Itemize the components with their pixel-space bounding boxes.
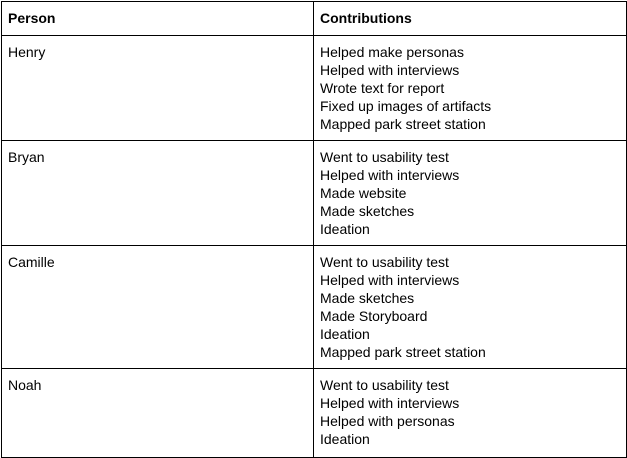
table-row: Henry Helped make personas Helped with i… — [1, 35, 627, 141]
contributions-cell: Went to usability test Helped with inter… — [313, 140, 627, 246]
contribution-item: Helped with interviews — [320, 395, 460, 411]
contribution-item: Made website — [320, 185, 407, 201]
contribution-item: Made sketches — [320, 203, 415, 219]
contribution-item: Made sketches — [320, 290, 415, 306]
contribution-item: Mapped park street station — [320, 116, 486, 132]
person-cell: Camille — [1, 245, 314, 369]
person-cell: Bryan — [1, 140, 314, 246]
contribution-item: Went to usability test — [320, 377, 449, 393]
contribution-item: Went to usability test — [320, 149, 449, 165]
contribution-item: Wrote text for report — [320, 80, 445, 96]
contribution-item: Helped make personas — [320, 44, 464, 60]
header-contributions: Contributions — [313, 1, 627, 36]
contribution-item: Helped with personas — [320, 413, 455, 429]
contribution-item: Ideation — [320, 431, 370, 447]
contribution-item: Ideation — [320, 326, 370, 342]
table-row: Bryan Went to usability test Helped with… — [1, 140, 627, 246]
contribution-item: Went to usability test — [320, 254, 449, 270]
header-person: Person — [1, 1, 314, 36]
contribution-item: Made Storyboard — [320, 308, 428, 324]
contribution-item: Ideation — [320, 221, 370, 237]
table-row: Noah Went to usability test Helped with … — [1, 368, 627, 458]
contributions-cell: Went to usability test Helped with inter… — [313, 245, 627, 369]
table-header-row: Person Contributions — [1, 1, 627, 36]
table-row: Camille Went to usability test Helped wi… — [1, 245, 627, 369]
contribution-item: Helped with interviews — [320, 62, 460, 78]
contribution-item: Helped with interviews — [320, 167, 460, 183]
contribution-item: Mapped park street station — [320, 344, 486, 360]
contribution-item: Helped with interviews — [320, 272, 460, 288]
person-cell: Henry — [1, 35, 314, 141]
person-cell: Noah — [1, 368, 314, 458]
contribution-item: Fixed up images of artifacts — [320, 98, 492, 114]
contributions-cell: Went to usability test Helped with inter… — [313, 368, 627, 458]
contributions-cell: Helped make personas Helped with intervi… — [313, 35, 627, 141]
